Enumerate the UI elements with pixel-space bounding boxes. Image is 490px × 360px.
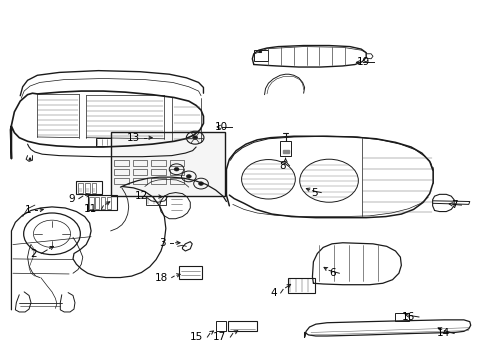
Text: 2: 2 [31,248,37,258]
Bar [96,138,113,146]
Text: 1: 1 [24,206,31,216]
Bar [92,183,97,193]
Text: 9: 9 [68,194,75,204]
Bar [76,181,102,194]
Bar [95,197,99,210]
Text: 7: 7 [451,200,458,210]
Polygon shape [283,149,289,153]
Bar [151,169,166,175]
Text: 3: 3 [159,238,166,248]
Bar [89,197,94,210]
Bar [133,178,147,184]
Text: 4: 4 [270,288,277,298]
Text: 10: 10 [215,122,228,132]
Bar [170,169,184,175]
Bar [151,178,166,184]
Bar [170,178,184,184]
Text: 19: 19 [356,57,369,67]
Bar [133,160,147,166]
Bar [179,266,202,279]
Polygon shape [259,50,262,52]
Bar [133,169,147,175]
Circle shape [198,182,203,185]
Circle shape [193,136,197,139]
Bar [85,183,90,193]
Bar [395,314,409,320]
Bar [288,278,315,293]
Circle shape [174,167,179,171]
Text: 6: 6 [329,268,335,278]
Bar [147,196,166,205]
Polygon shape [29,158,31,160]
Text: 14: 14 [437,328,450,338]
Bar [107,197,111,210]
Bar [228,321,257,331]
Bar [170,160,184,166]
Bar [216,321,226,331]
Bar [114,169,129,175]
Bar [101,197,105,210]
Bar [114,178,129,184]
Text: 15: 15 [190,332,203,342]
Text: 16: 16 [402,312,415,322]
Text: 13: 13 [127,133,140,143]
Text: 12: 12 [135,191,148,201]
Bar [111,132,225,196]
Text: 17: 17 [213,332,226,342]
Bar [280,140,291,156]
Circle shape [186,175,191,178]
Text: 5: 5 [311,188,318,198]
Bar [88,195,117,211]
Text: 8: 8 [279,161,286,171]
Bar [78,183,83,193]
Bar [151,160,166,166]
Text: 18: 18 [154,273,168,283]
Bar [254,50,269,61]
Text: 11: 11 [84,204,98,215]
Bar [114,160,129,166]
